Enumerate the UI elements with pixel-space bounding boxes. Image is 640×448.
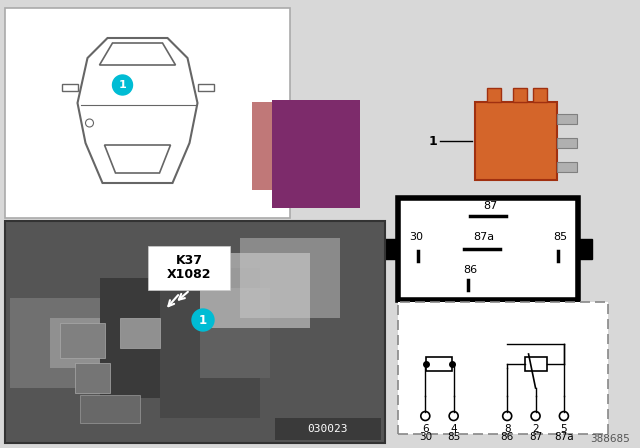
Bar: [240, 238, 340, 318]
Bar: [578, 239, 592, 259]
Bar: [80, 395, 140, 423]
Bar: [75, 363, 110, 393]
Text: 30: 30: [409, 232, 423, 242]
Bar: [100, 278, 180, 398]
Bar: [557, 162, 577, 172]
Bar: [557, 114, 577, 124]
Text: 6: 6: [422, 424, 429, 434]
Bar: [120, 318, 160, 348]
Bar: [160, 268, 260, 418]
Circle shape: [192, 309, 214, 331]
Bar: [398, 302, 608, 434]
Text: 2: 2: [532, 424, 539, 434]
Text: 85: 85: [447, 432, 460, 442]
Text: 86: 86: [463, 265, 477, 275]
Text: 030023: 030023: [308, 424, 348, 434]
Bar: [10, 298, 130, 388]
Bar: [5, 221, 385, 443]
Text: 8: 8: [504, 424, 511, 434]
Text: 86: 86: [500, 432, 514, 442]
Text: 87: 87: [483, 201, 497, 211]
Circle shape: [113, 75, 132, 95]
Bar: [426, 357, 452, 371]
Text: 1: 1: [429, 134, 437, 147]
Text: 1: 1: [118, 80, 126, 90]
Bar: [487, 88, 501, 102]
Bar: [60, 323, 105, 358]
Bar: [525, 357, 547, 371]
Text: X1082: X1082: [167, 267, 211, 280]
Text: 5: 5: [561, 424, 567, 434]
Bar: [272, 100, 360, 208]
Text: 87: 87: [529, 432, 542, 442]
Text: 4: 4: [451, 424, 457, 434]
Bar: [384, 239, 398, 259]
Bar: [50, 318, 110, 368]
Text: 87a: 87a: [474, 232, 495, 242]
Bar: [200, 288, 270, 378]
Text: K37: K37: [175, 254, 202, 267]
Text: 30: 30: [419, 432, 432, 442]
Text: 85: 85: [553, 232, 567, 242]
Bar: [398, 198, 578, 300]
Bar: [533, 88, 547, 102]
Bar: [557, 138, 577, 148]
Bar: [148, 246, 230, 290]
Bar: [475, 102, 557, 180]
Bar: [5, 8, 290, 218]
Bar: [252, 102, 324, 190]
Text: 388685: 388685: [590, 434, 630, 444]
Text: 1: 1: [199, 314, 207, 327]
Bar: [200, 253, 310, 328]
Bar: [61, 84, 77, 91]
Bar: [198, 84, 214, 91]
Bar: [513, 88, 527, 102]
Text: 87a: 87a: [554, 432, 573, 442]
Bar: [275, 418, 381, 440]
